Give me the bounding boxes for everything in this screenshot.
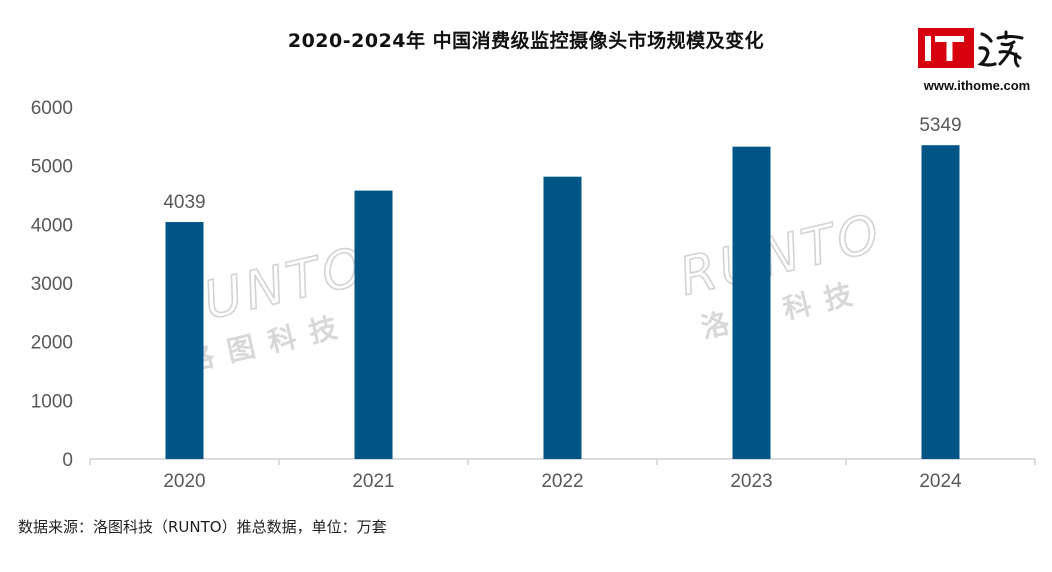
y-tick-label: 1000 [31, 391, 73, 412]
bar-series [165, 145, 960, 460]
y-tick-label: 0 [62, 450, 73, 471]
ithome-logo-icon [918, 28, 1024, 68]
data-label-2020: 4039 [163, 192, 205, 213]
x-tick-label: 2024 [919, 471, 962, 492]
y-tick-label: 2000 [31, 333, 73, 354]
x-axis-ticks: 2020 2021 2022 2023 2024 [163, 471, 962, 492]
chart-title: 2020-2024年 中国消费级监控摄像头市场规模及变化 [287, 30, 765, 52]
bar-2023 [732, 146, 771, 459]
y-tick-label: 3000 [31, 274, 73, 295]
x-tick-label: 2021 [352, 471, 394, 492]
data-label-2024: 5349 [919, 115, 961, 136]
x-tick-label: 2020 [163, 471, 205, 492]
y-axis-ticks: 0 1000 2000 3000 4000 5000 6000 [31, 98, 73, 471]
data-labels: 4039 5349 [163, 115, 961, 213]
brand-url: www.ithome.com [923, 78, 1031, 93]
y-tick-label: 6000 [31, 98, 73, 119]
source-note: 数据来源：洛图科技（RUNTO）推总数据，单位：万套 [18, 518, 387, 536]
bar-2022 [543, 176, 582, 460]
bar-2024 [921, 145, 960, 459]
brand-logo: www.ithome.com [916, 28, 1038, 94]
x-tick-label: 2022 [541, 471, 583, 492]
x-axis-tick-marks [89, 459, 1036, 465]
x-tick-label: 2023 [730, 471, 772, 492]
bar-2020 [165, 222, 204, 459]
y-tick-label: 4000 [31, 215, 73, 236]
y-tick-label: 5000 [31, 157, 73, 178]
bar-2021 [354, 190, 393, 459]
